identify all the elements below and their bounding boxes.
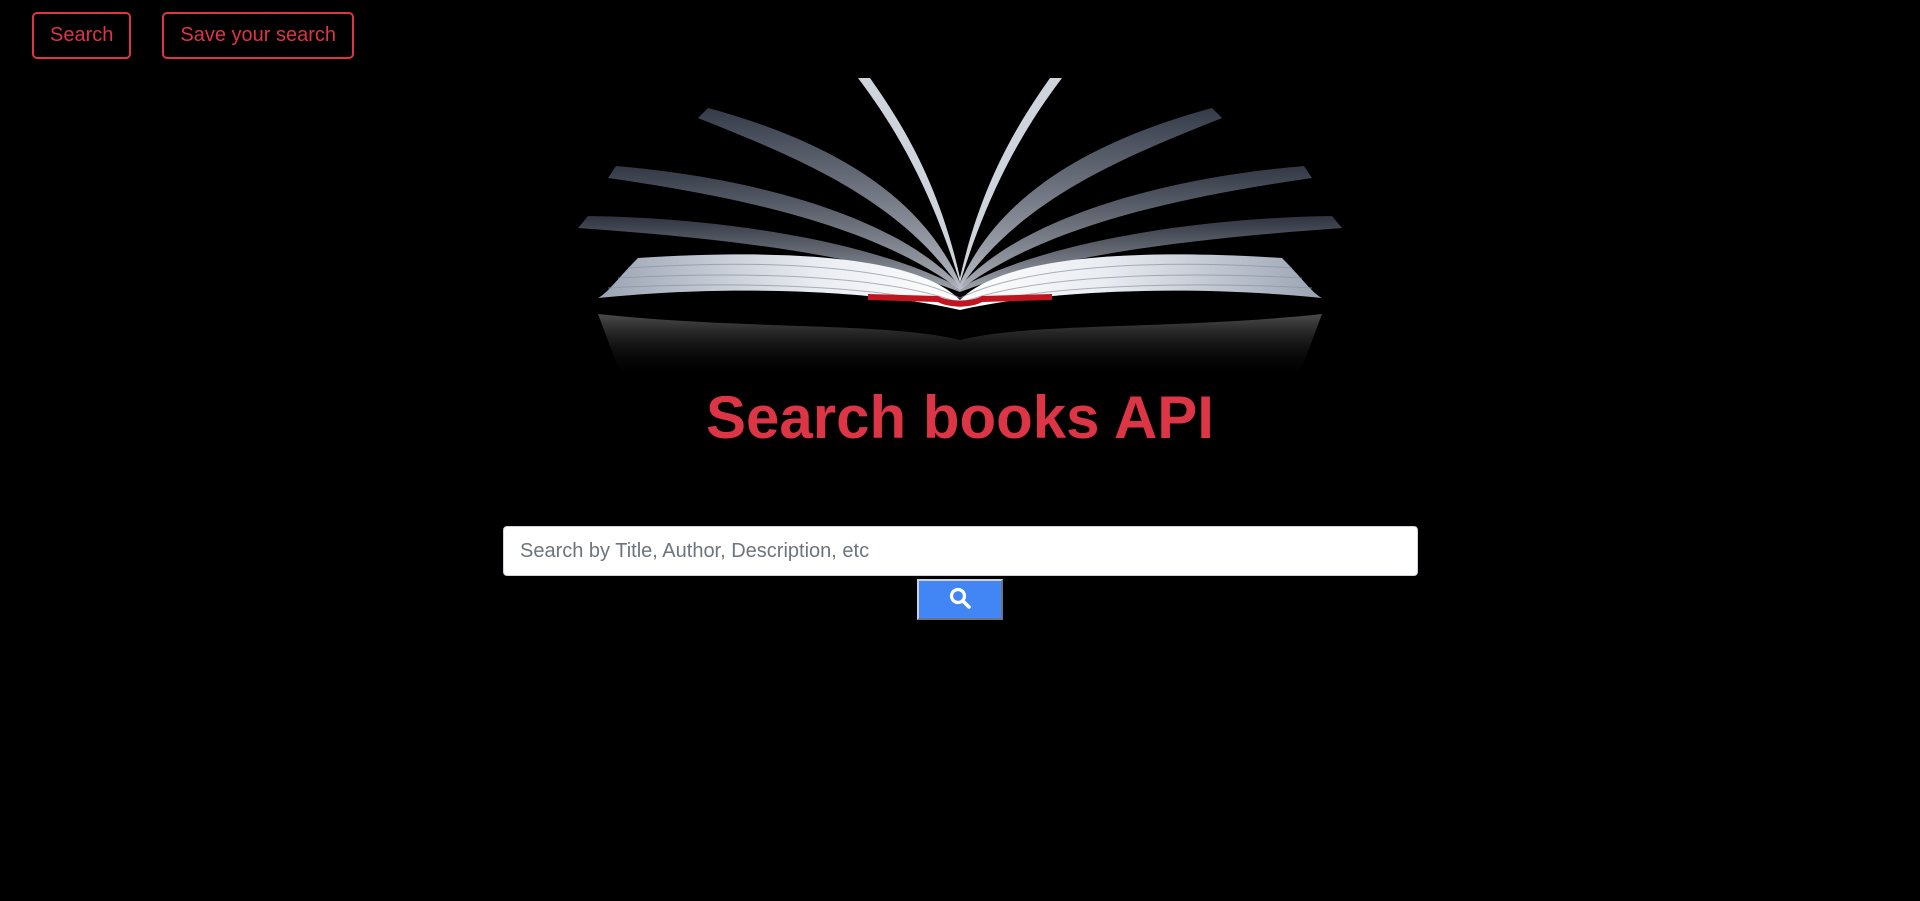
- page-title: Search books API: [706, 384, 1214, 451]
- search-submit-button[interactable]: [917, 579, 1003, 620]
- search-nav-button[interactable]: Search: [32, 12, 132, 59]
- save-search-button[interactable]: Save your search: [162, 12, 355, 59]
- search-input[interactable]: [503, 526, 1418, 576]
- book-hero-image: [498, 78, 1422, 378]
- top-nav: Search Save your search: [32, 12, 355, 59]
- search-icon: [948, 586, 972, 613]
